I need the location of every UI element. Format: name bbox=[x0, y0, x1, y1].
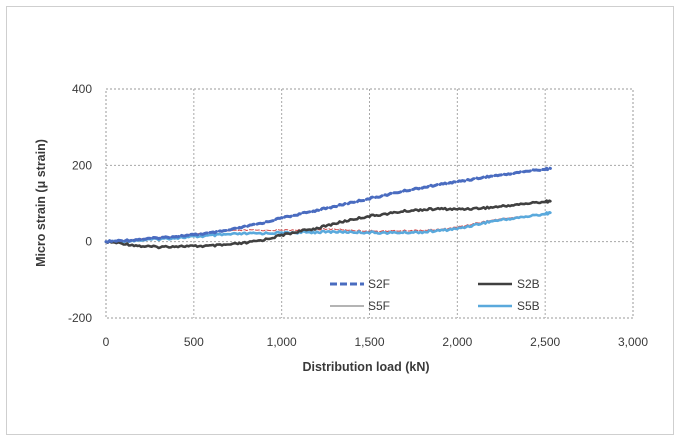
legend-label-s5b: S5B bbox=[517, 299, 540, 313]
y-axis-title: Micro strain (μ strain) bbox=[34, 139, 48, 267]
legend: S2F S2B S5F S5B bbox=[330, 277, 540, 313]
series-line-s2f bbox=[104, 166, 552, 244]
x-tick-label: 0 bbox=[103, 335, 110, 349]
x-axis-title: Distribution load (kN) bbox=[302, 360, 429, 374]
x-tick-label: 2,000 bbox=[442, 335, 472, 349]
series-line-s2b bbox=[104, 199, 552, 250]
legend-label-s2f: S2F bbox=[368, 277, 390, 291]
y-tick-label: 0 bbox=[85, 235, 92, 249]
x-tick-label: 2,500 bbox=[530, 335, 560, 349]
grid bbox=[105, 88, 634, 319]
axes: 0 500 1,000 1,500 2,000 2,500 3,000 -200 0 200 400 bbox=[68, 82, 648, 349]
x-tick-label: 1,500 bbox=[354, 335, 384, 349]
series-layer bbox=[104, 166, 552, 250]
y-tick-label: -200 bbox=[68, 311, 92, 325]
plot-area-border bbox=[105, 88, 634, 319]
series-line-s5b bbox=[104, 211, 552, 244]
x-tick-label: 1,000 bbox=[267, 335, 297, 349]
legend-label-s2b: S2B bbox=[517, 277, 540, 291]
x-tick-label: 500 bbox=[184, 335, 204, 349]
x-tick-label: 3,000 bbox=[618, 335, 648, 349]
legend-label-s5f: S5F bbox=[368, 299, 390, 313]
y-tick-label: 400 bbox=[72, 82, 92, 96]
y-tick-label: 200 bbox=[72, 158, 92, 172]
